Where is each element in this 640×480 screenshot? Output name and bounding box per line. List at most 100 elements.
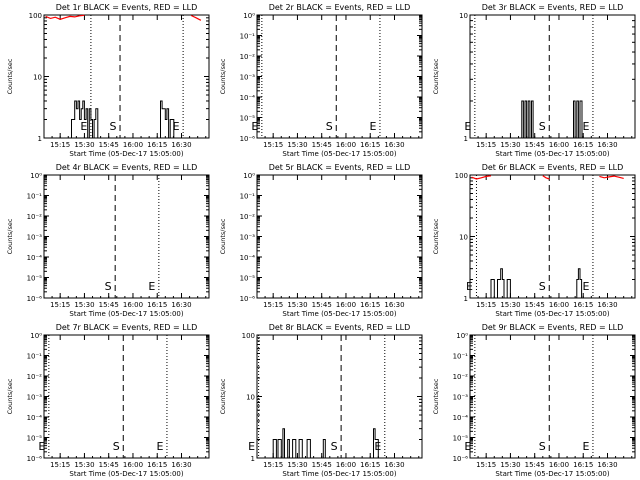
events-series-line <box>373 428 381 459</box>
y-tick-label: 10⁻⁶ <box>27 295 43 303</box>
y-tick-label: 10⁻⁵ <box>453 435 469 443</box>
x-tick-label: 15:45 <box>312 141 332 149</box>
plot-frame <box>469 334 636 459</box>
events-series-line <box>573 100 583 139</box>
x-tick-label: 16:00 <box>123 301 143 309</box>
y-axis-label: Counts/sec <box>432 58 440 94</box>
x-tick-label: 16:30 <box>384 141 404 149</box>
x-tick-label: 15:15 <box>50 141 70 149</box>
plot-frame <box>469 14 636 139</box>
lld-series-line <box>542 175 550 180</box>
lld-series-line <box>599 175 624 179</box>
eclipse-marker-label: E <box>251 120 258 133</box>
x-axis-label: Start Time (05-Dec-17 15:05:00) <box>495 310 609 318</box>
y-tick-label: 10⁻³ <box>240 234 256 242</box>
x-tick-label: 15:15 <box>263 461 283 469</box>
panel-title: Det 3r BLACK = Events, RED = LLD <box>482 3 624 12</box>
x-tick-label: 16:00 <box>336 461 356 469</box>
y-tick-label: 10⁻⁶ <box>240 135 256 143</box>
y-tick-label: 1 <box>38 135 42 143</box>
x-tick-label: 16:00 <box>336 301 356 309</box>
x-tick-label: 15:15 <box>263 141 283 149</box>
x-tick-label: 16:15 <box>360 461 380 469</box>
detector-panel-6: Det 6r BLACK = Events, RED = LLD Counts/s… <box>432 163 636 318</box>
x-tick-label: 15:30 <box>287 141 307 149</box>
x-tick-label: 16:00 <box>123 141 143 149</box>
y-tick-label: 10⁰ <box>456 332 468 340</box>
panel-title: Det 4r BLACK = Events, RED = LLD <box>56 163 198 172</box>
x-tick-label: 16:15 <box>360 301 380 309</box>
y-tick-label: 10⁻¹ <box>240 33 256 41</box>
x-tick-label: 15:45 <box>312 461 332 469</box>
y-tick-label: 10⁻⁶ <box>27 455 43 463</box>
x-tick-label: 16:30 <box>384 301 404 309</box>
y-axis-label: Counts/sec <box>432 378 440 414</box>
panel-title: Det 9r BLACK = Events, RED = LLD <box>482 323 624 332</box>
y-tick-label: 10⁻² <box>27 373 43 381</box>
x-tick-label: 16:00 <box>549 301 569 309</box>
y-tick-label: 10⁻⁴ <box>240 254 256 262</box>
saa-marker-label: S <box>105 280 112 293</box>
lld-series-line <box>471 175 492 180</box>
x-tick-label: 15:45 <box>312 301 332 309</box>
y-tick-label: 1 <box>251 455 255 463</box>
x-tick-label: 16:30 <box>597 461 617 469</box>
events-series-line <box>322 439 326 458</box>
y-tick-label: 10⁻¹ <box>240 193 256 201</box>
x-tick-label: 16:00 <box>549 141 569 149</box>
x-tick-label: 15:30 <box>500 461 520 469</box>
x-axis-label: Start Time (05-Dec-17 15:05:00) <box>282 310 396 318</box>
panel-title: Det 6r BLACK = Events, RED = LLD <box>482 163 624 172</box>
eclipse-marker-label: E <box>248 440 255 453</box>
y-tick-label: 10⁰ <box>243 12 255 20</box>
detector-panel-1: Det 1r BLACK = Events, RED = LLD Counts/s… <box>6 3 210 158</box>
events-series-line <box>71 100 99 139</box>
x-tick-label: 16:30 <box>171 461 191 469</box>
x-tick-label: 15:45 <box>525 141 545 149</box>
y-tick-label: 10⁻¹ <box>27 353 43 361</box>
x-tick-label: 16:30 <box>171 141 191 149</box>
eclipse-marker-label: E <box>148 280 155 293</box>
x-axis-label: Start Time (05-Dec-17 15:05:00) <box>282 470 396 478</box>
detector-panel-3: Det 3r BLACK = Events, RED = LLD Counts/s… <box>432 3 636 158</box>
y-tick-label: 10⁻⁵ <box>27 435 43 443</box>
x-tick-label: 15:30 <box>74 141 94 149</box>
x-tick-label: 16:30 <box>597 141 617 149</box>
y-tick-label: 10⁻² <box>453 373 469 381</box>
y-tick-label: 10⁻⁵ <box>240 275 256 283</box>
y-axis-label: Counts/sec <box>6 378 14 414</box>
x-tick-label: 15:30 <box>287 461 307 469</box>
x-tick-label: 15:45 <box>525 461 545 469</box>
y-axis-label: Counts/sec <box>219 58 227 94</box>
y-tick-label: 10⁻⁴ <box>27 414 43 422</box>
events-series-line <box>160 100 175 139</box>
y-tick-label: 10⁰ <box>243 172 255 180</box>
x-tick-label: 16:15 <box>360 141 380 149</box>
y-tick-label: 10⁻³ <box>27 234 43 242</box>
eclipse-marker-label: E <box>582 120 589 133</box>
y-tick-label: 1 <box>464 135 468 143</box>
eclipse-marker-label: E <box>464 120 471 133</box>
y-tick-label: 10⁻² <box>240 53 256 61</box>
x-tick-label: 15:45 <box>99 461 119 469</box>
saa-marker-label: S <box>331 440 338 453</box>
detector-panel-9: Det 9r BLACK = Events, RED = LLD Counts/s… <box>432 323 636 478</box>
events-series-line <box>576 268 584 299</box>
y-tick-label: 10⁻³ <box>453 394 469 402</box>
x-tick-label: 15:15 <box>50 461 70 469</box>
x-tick-label: 15:30 <box>500 141 520 149</box>
plot-frame <box>43 174 210 299</box>
events-series-line <box>521 100 536 139</box>
x-axis-label: Start Time (05-Dec-17 15:05:00) <box>282 150 396 158</box>
x-tick-label: 15:30 <box>287 301 307 309</box>
x-axis-label: Start Time (05-Dec-17 15:05:00) <box>69 310 183 318</box>
eclipse-marker-label: E <box>38 440 45 453</box>
eclipse-marker-label: E <box>582 440 589 453</box>
saa-marker-label: S <box>110 120 117 133</box>
y-tick-label: 1 <box>464 295 468 303</box>
panel-title: Det 1r BLACK = Events, RED = LLD <box>56 3 198 12</box>
saa-marker-label: S <box>113 440 120 453</box>
y-tick-label: 10⁻¹ <box>27 193 43 201</box>
x-tick-label: 16:15 <box>147 141 167 149</box>
x-tick-label: 16:30 <box>384 461 404 469</box>
